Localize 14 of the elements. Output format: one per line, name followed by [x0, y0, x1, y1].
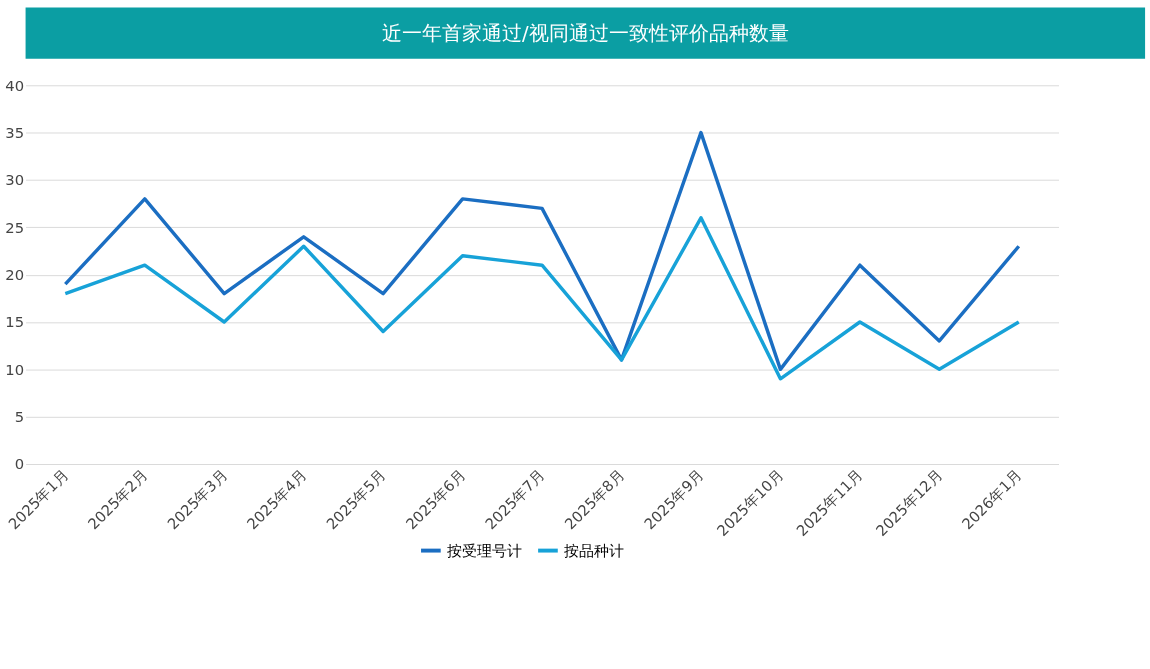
y-tick-label: 20	[5, 266, 25, 284]
y-tick-label: 30	[5, 171, 25, 189]
y-tick-label: 25	[5, 218, 25, 236]
y-tick-label: 40	[5, 76, 25, 94]
legend-label: 按品种计	[563, 541, 624, 559]
y-tick-label: 35	[5, 124, 25, 142]
y-tick-label: 5	[14, 408, 25, 426]
legend-label: 按受理号计	[446, 541, 522, 559]
y-tick-label: 15	[5, 313, 25, 331]
line-series	[63, 216, 1021, 381]
y-tick-label: 0	[14, 455, 25, 473]
line-series	[63, 130, 1021, 372]
chart-title: 近一年首家通过/视同通过一致性评价品种数量	[382, 22, 789, 46]
y-tick-label: 10	[5, 360, 25, 378]
